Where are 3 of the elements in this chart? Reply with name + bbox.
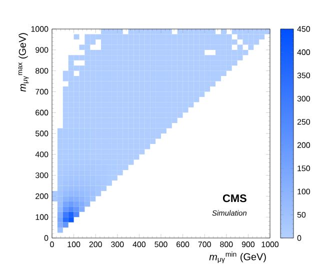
y-axis-title: m$_{μγ}$$^{max}$ (GeV) [18, 33, 29, 92]
x-axis-title: m$_{μγ}$$^{min}$ (GeV) [209, 252, 266, 264]
annotation: CMS [222, 194, 246, 202]
